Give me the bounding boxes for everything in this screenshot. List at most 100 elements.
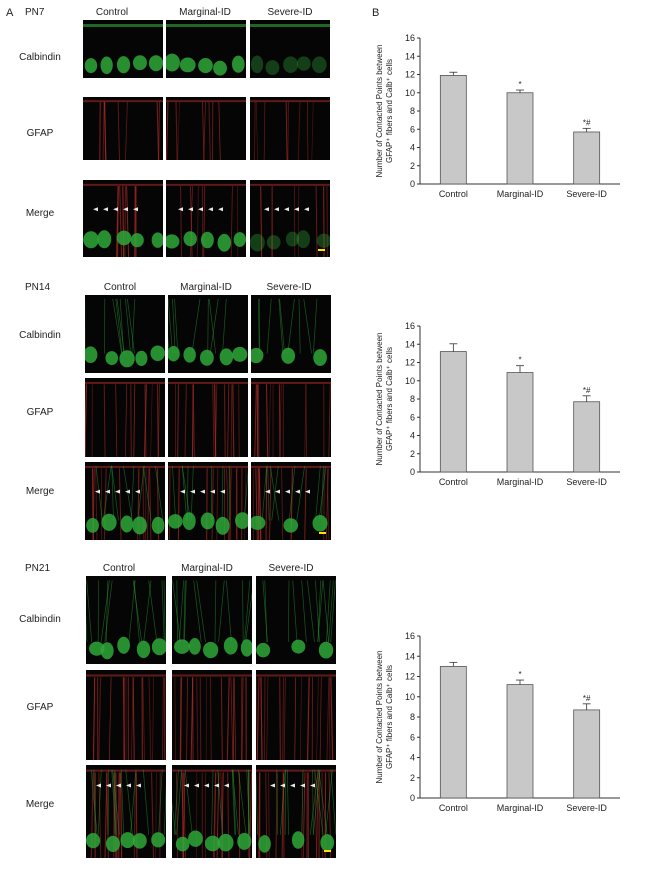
x-tick-label: Severe-ID xyxy=(566,803,607,813)
micrograph-pn7-merge-0 xyxy=(83,180,163,257)
significance-marker: *# xyxy=(583,118,591,127)
micrograph-pn21-calbindin-2 xyxy=(256,576,336,664)
y-tick-label: 0 xyxy=(410,793,415,803)
micrograph-pn21-calbindin-0 xyxy=(86,576,166,664)
micrograph-pn7-calbindin-2 xyxy=(250,20,330,78)
bar-control xyxy=(439,75,467,185)
x-tick-label: Control xyxy=(439,189,468,199)
y-axis-label-line2: GFAP⁺ fibers and Calb⁺ cells xyxy=(385,665,394,769)
x-tick-label: Marginal-ID xyxy=(497,803,544,813)
micrograph-pn14-merge-2 xyxy=(251,462,331,540)
bar-control xyxy=(439,665,467,799)
significance-marker: *# xyxy=(583,694,591,703)
row-label-gfap: GFAP xyxy=(26,702,54,713)
micrograph-pn14-calbindin-1 xyxy=(168,295,248,373)
y-tick-label: 16 xyxy=(405,321,415,331)
micrograph-pn14-gfap-1 xyxy=(168,378,248,457)
x-tick-label: Severe-ID xyxy=(566,477,607,487)
y-tick-label: 4 xyxy=(410,431,415,441)
bar-severe-id xyxy=(573,131,601,185)
micrograph-pn14-gfap-2 xyxy=(251,378,331,457)
x-tick-label: Marginal-ID xyxy=(497,477,544,487)
micrograph-pn7-gfap-2 xyxy=(250,97,330,160)
bar-marginal-id xyxy=(506,92,534,185)
row-label-calbindin: Calbindin xyxy=(19,52,61,63)
y-tick-label: 12 xyxy=(405,672,415,682)
y-tick-label: 14 xyxy=(405,51,415,61)
col-label-marginal: Marginal-ID xyxy=(180,282,232,293)
micrograph-pn21-merge-2 xyxy=(256,765,336,858)
bar-severe-id xyxy=(573,709,601,799)
y-tick-label: 6 xyxy=(410,124,415,134)
y-tick-label: 4 xyxy=(410,143,415,153)
bar-severe-id xyxy=(573,401,601,473)
x-tick-label: Marginal-ID xyxy=(497,189,544,199)
bar-marginal-id xyxy=(506,372,534,473)
y-tick-label: 10 xyxy=(405,692,415,702)
y-tick-label: 14 xyxy=(405,651,415,661)
row-label-merge: Merge xyxy=(25,799,55,810)
col-label-control: Control xyxy=(95,7,129,18)
y-tick-label: 6 xyxy=(410,732,415,742)
y-tick-label: 10 xyxy=(405,376,415,386)
x-tick-label: Control xyxy=(439,477,468,487)
micrograph-pn14-gfap-0 xyxy=(85,378,165,457)
micrograph-pn21-calbindin-1 xyxy=(172,576,252,664)
y-tick-label: 12 xyxy=(405,358,415,368)
y-tick-label: 8 xyxy=(410,712,415,722)
y-axis-label-line1: Number of Contacted Points between xyxy=(375,333,384,466)
micrograph-pn14-calbindin-0 xyxy=(85,295,165,373)
x-tick-label: Severe-ID xyxy=(566,189,607,199)
y-tick-label: 2 xyxy=(410,773,415,783)
col-label-control: Control xyxy=(102,563,136,574)
row-label-calbindin: Calbindin xyxy=(19,330,61,341)
micrograph-pn14-calbindin-2 xyxy=(251,295,331,373)
row-label-gfap: GFAP xyxy=(26,407,54,418)
stage-label-pn21: PN21 xyxy=(25,563,51,574)
col-label-severe: Severe-ID xyxy=(267,7,313,18)
col-label-marginal: Marginal-ID xyxy=(179,7,231,18)
micrograph-pn7-merge-1 xyxy=(166,180,246,257)
micrograph-pn7-merge-2 xyxy=(250,180,330,257)
col-label-severe: Severe-ID xyxy=(268,563,314,574)
row-label-merge: Merge xyxy=(25,486,55,497)
y-tick-label: 2 xyxy=(410,449,415,459)
y-axis-label-line1: Number of Contacted Points between xyxy=(375,45,384,178)
y-tick-label: 6 xyxy=(410,412,415,422)
y-tick-label: 14 xyxy=(405,339,415,349)
micrograph-pn7-gfap-1 xyxy=(166,97,246,160)
micrograph-pn21-gfap-1 xyxy=(172,670,252,760)
x-tick-label: Control xyxy=(439,803,468,813)
panel-b-letter: B xyxy=(372,7,380,19)
micrograph-pn21-gfap-2 xyxy=(256,670,336,760)
significance-marker: * xyxy=(518,356,521,365)
y-tick-label: 16 xyxy=(405,631,415,641)
micrograph-pn21-merge-0 xyxy=(86,765,166,858)
significance-marker: * xyxy=(518,80,521,89)
y-tick-label: 12 xyxy=(405,70,415,80)
y-tick-label: 2 xyxy=(410,161,415,171)
y-tick-label: 4 xyxy=(410,753,415,763)
col-label-severe: Severe-ID xyxy=(266,282,312,293)
y-tick-label: 0 xyxy=(410,179,415,189)
row-label-calbindin: Calbindin xyxy=(19,614,61,625)
y-tick-label: 0 xyxy=(410,467,415,477)
bar-chart-pn14: 0 2 4 6 8 10 12 14 16 Number of Contacted Points … xyxy=(375,321,620,487)
y-axis-label-line2: GFAP⁺ fibers and Calb⁺ cells xyxy=(385,347,394,451)
col-label-marginal: Marginal-ID xyxy=(181,563,233,574)
col-label-control: Control xyxy=(103,282,137,293)
y-tick-label: 16 xyxy=(405,33,415,43)
micrograph-pn7-calbindin-1 xyxy=(166,20,246,78)
micrograph-pn14-merge-1 xyxy=(168,462,248,540)
bar-control xyxy=(439,351,467,473)
y-axis-label-line1: Number of Contacted Points between xyxy=(375,651,384,784)
bar-chart-pn21: 0 2 4 6 8 10 12 14 16 Number of Contacted Points … xyxy=(375,631,620,813)
y-tick-label: 10 xyxy=(405,88,415,98)
micrograph-pn14-merge-0 xyxy=(85,462,165,540)
y-tick-label: 8 xyxy=(410,394,415,404)
micrograph-pn7-calbindin-0 xyxy=(83,20,163,78)
y-axis-label-line2: GFAP⁺ fibers and Calb⁺ cells xyxy=(385,59,394,163)
micrograph-pn21-gfap-0 xyxy=(86,670,166,760)
row-label-merge: Merge xyxy=(25,208,55,219)
y-tick-label: 8 xyxy=(410,106,415,116)
